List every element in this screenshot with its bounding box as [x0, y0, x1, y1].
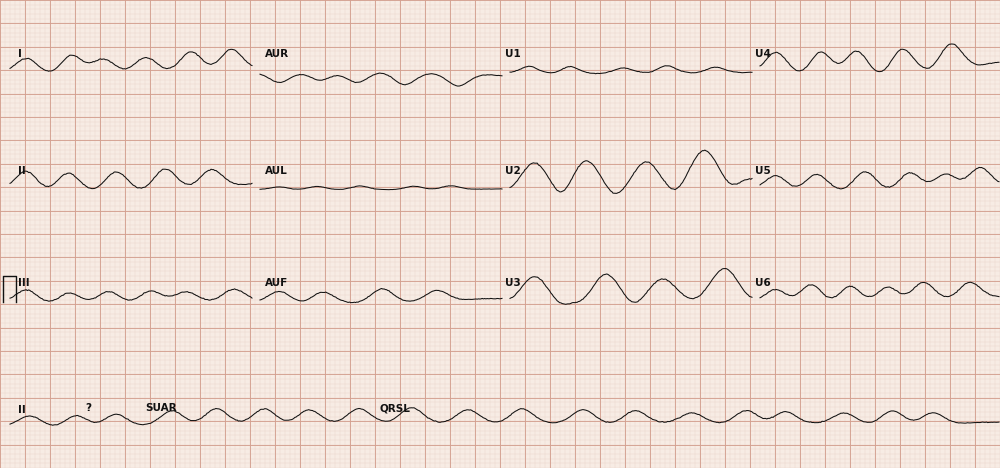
Text: U5: U5	[755, 166, 771, 176]
Text: II: II	[18, 166, 26, 176]
Text: U3: U3	[505, 278, 521, 288]
Text: U1: U1	[505, 49, 521, 59]
Text: QRSL: QRSL	[380, 403, 411, 413]
Text: U6: U6	[755, 278, 771, 288]
Text: AUL: AUL	[265, 166, 288, 176]
Text: II: II	[18, 405, 26, 415]
Text: AUR: AUR	[265, 49, 289, 59]
Text: AUF: AUF	[265, 278, 288, 288]
Text: SUAR: SUAR	[145, 403, 177, 413]
Text: I: I	[18, 49, 22, 59]
Text: III: III	[18, 278, 30, 288]
Text: U4: U4	[755, 49, 771, 59]
Text: U2: U2	[505, 166, 521, 176]
Text: ?: ?	[85, 403, 91, 413]
